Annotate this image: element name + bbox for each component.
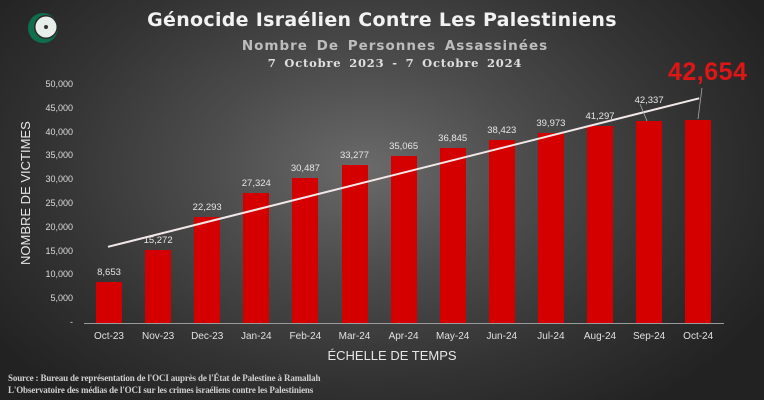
bar-value-label: 36,845 <box>438 132 468 144</box>
oic-crescent-logo-icon <box>28 13 58 43</box>
bar-apr-24 <box>390 156 417 323</box>
bar-value-label: 22,293 <box>192 201 222 213</box>
bar-value-label: 41,297 <box>585 111 615 123</box>
y-tick-label: 45,000 <box>45 102 73 113</box>
x-tick-label: Mar-24 <box>338 331 371 342</box>
bar-value-label: 30,487 <box>290 162 320 174</box>
bar-mar-24 <box>341 164 368 323</box>
date-range: 7 Octobre 2023 - 7 Octobre 2024 <box>267 56 523 70</box>
highlight-total-value: 42,654 <box>668 58 748 86</box>
chart-subtitle: Nombre De Personnes Assassinées <box>241 38 549 54</box>
bar-oct-24 <box>685 119 712 323</box>
bar-value-label: 42,337 <box>634 95 664 106</box>
source-line-2: L'Observatoire des médias de l'OCI sur l… <box>8 385 314 395</box>
source-line-1: Source : Bureau de représentation de l'O… <box>8 373 321 383</box>
y-tick-label: 40,000 <box>45 126 73 137</box>
bar-may-24 <box>439 147 466 323</box>
bar-feb-24 <box>292 177 319 323</box>
bar-value-label: 35,065 <box>389 141 419 153</box>
bar-sep-24 <box>636 121 663 323</box>
bar-value-label: 33,277 <box>339 149 370 161</box>
x-tick-label: Sep-24 <box>632 331 666 342</box>
bar-jul-24 <box>537 132 564 323</box>
x-axis-line <box>84 323 724 324</box>
x-tick-label: Aug-24 <box>583 331 617 342</box>
y-tick-label: 10,000 <box>45 269 73 280</box>
x-tick-label: Dec-23 <box>191 331 224 342</box>
bar-oct-23 <box>96 281 122 323</box>
y-tick-label: 15,000 <box>45 245 73 256</box>
x-tick-label: Apr-24 <box>388 331 419 342</box>
chart-title: Génocide Israélien Contre Les Palestinie… <box>147 9 617 31</box>
bar-value-label: 8,653 <box>97 266 121 278</box>
bar-dec-23 <box>194 216 221 323</box>
bar-value-label: 38,423 <box>487 125 517 137</box>
bar-value-label: 39,973 <box>536 117 566 129</box>
x-axis-title: ÉCHELLE DE TEMPS <box>327 348 457 363</box>
leader-line-oct24 <box>697 87 703 120</box>
x-tick-label: Oct-24 <box>683 331 714 342</box>
y-tick-label: - <box>70 317 73 327</box>
y-tick-label: 25,000 <box>45 198 73 208</box>
x-tick-label: Jun-24 <box>486 331 518 342</box>
bar-nov-23 <box>145 250 172 323</box>
bar-jun-24 <box>488 140 515 323</box>
x-tick-label: Feb-24 <box>289 331 322 342</box>
bar-jan-24 <box>243 192 270 323</box>
y-tick-label: 50,000 <box>45 79 73 89</box>
x-tick-label: Jan-24 <box>241 331 272 342</box>
y-tick-label: 30,000 <box>45 174 73 185</box>
y-tick-label: 5,000 <box>50 293 73 304</box>
y-tick-label: 35,000 <box>45 150 73 161</box>
bar-value-label: 15,272 <box>143 235 173 247</box>
trendline <box>107 97 700 248</box>
bar-aug-24 <box>587 126 613 323</box>
source-note: Source : Bureau de représentation de l'O… <box>8 372 320 396</box>
x-tick-label: May-24 <box>436 331 470 342</box>
y-tick-label: 20,000 <box>45 221 73 232</box>
x-tick-label: Nov-23 <box>141 331 175 342</box>
x-tick-label: Oct-23 <box>93 331 124 342</box>
x-tick-label: Jul-24 <box>537 331 565 342</box>
leader-line-sep24 <box>639 103 648 122</box>
bar-value-label: 27,324 <box>241 177 271 189</box>
